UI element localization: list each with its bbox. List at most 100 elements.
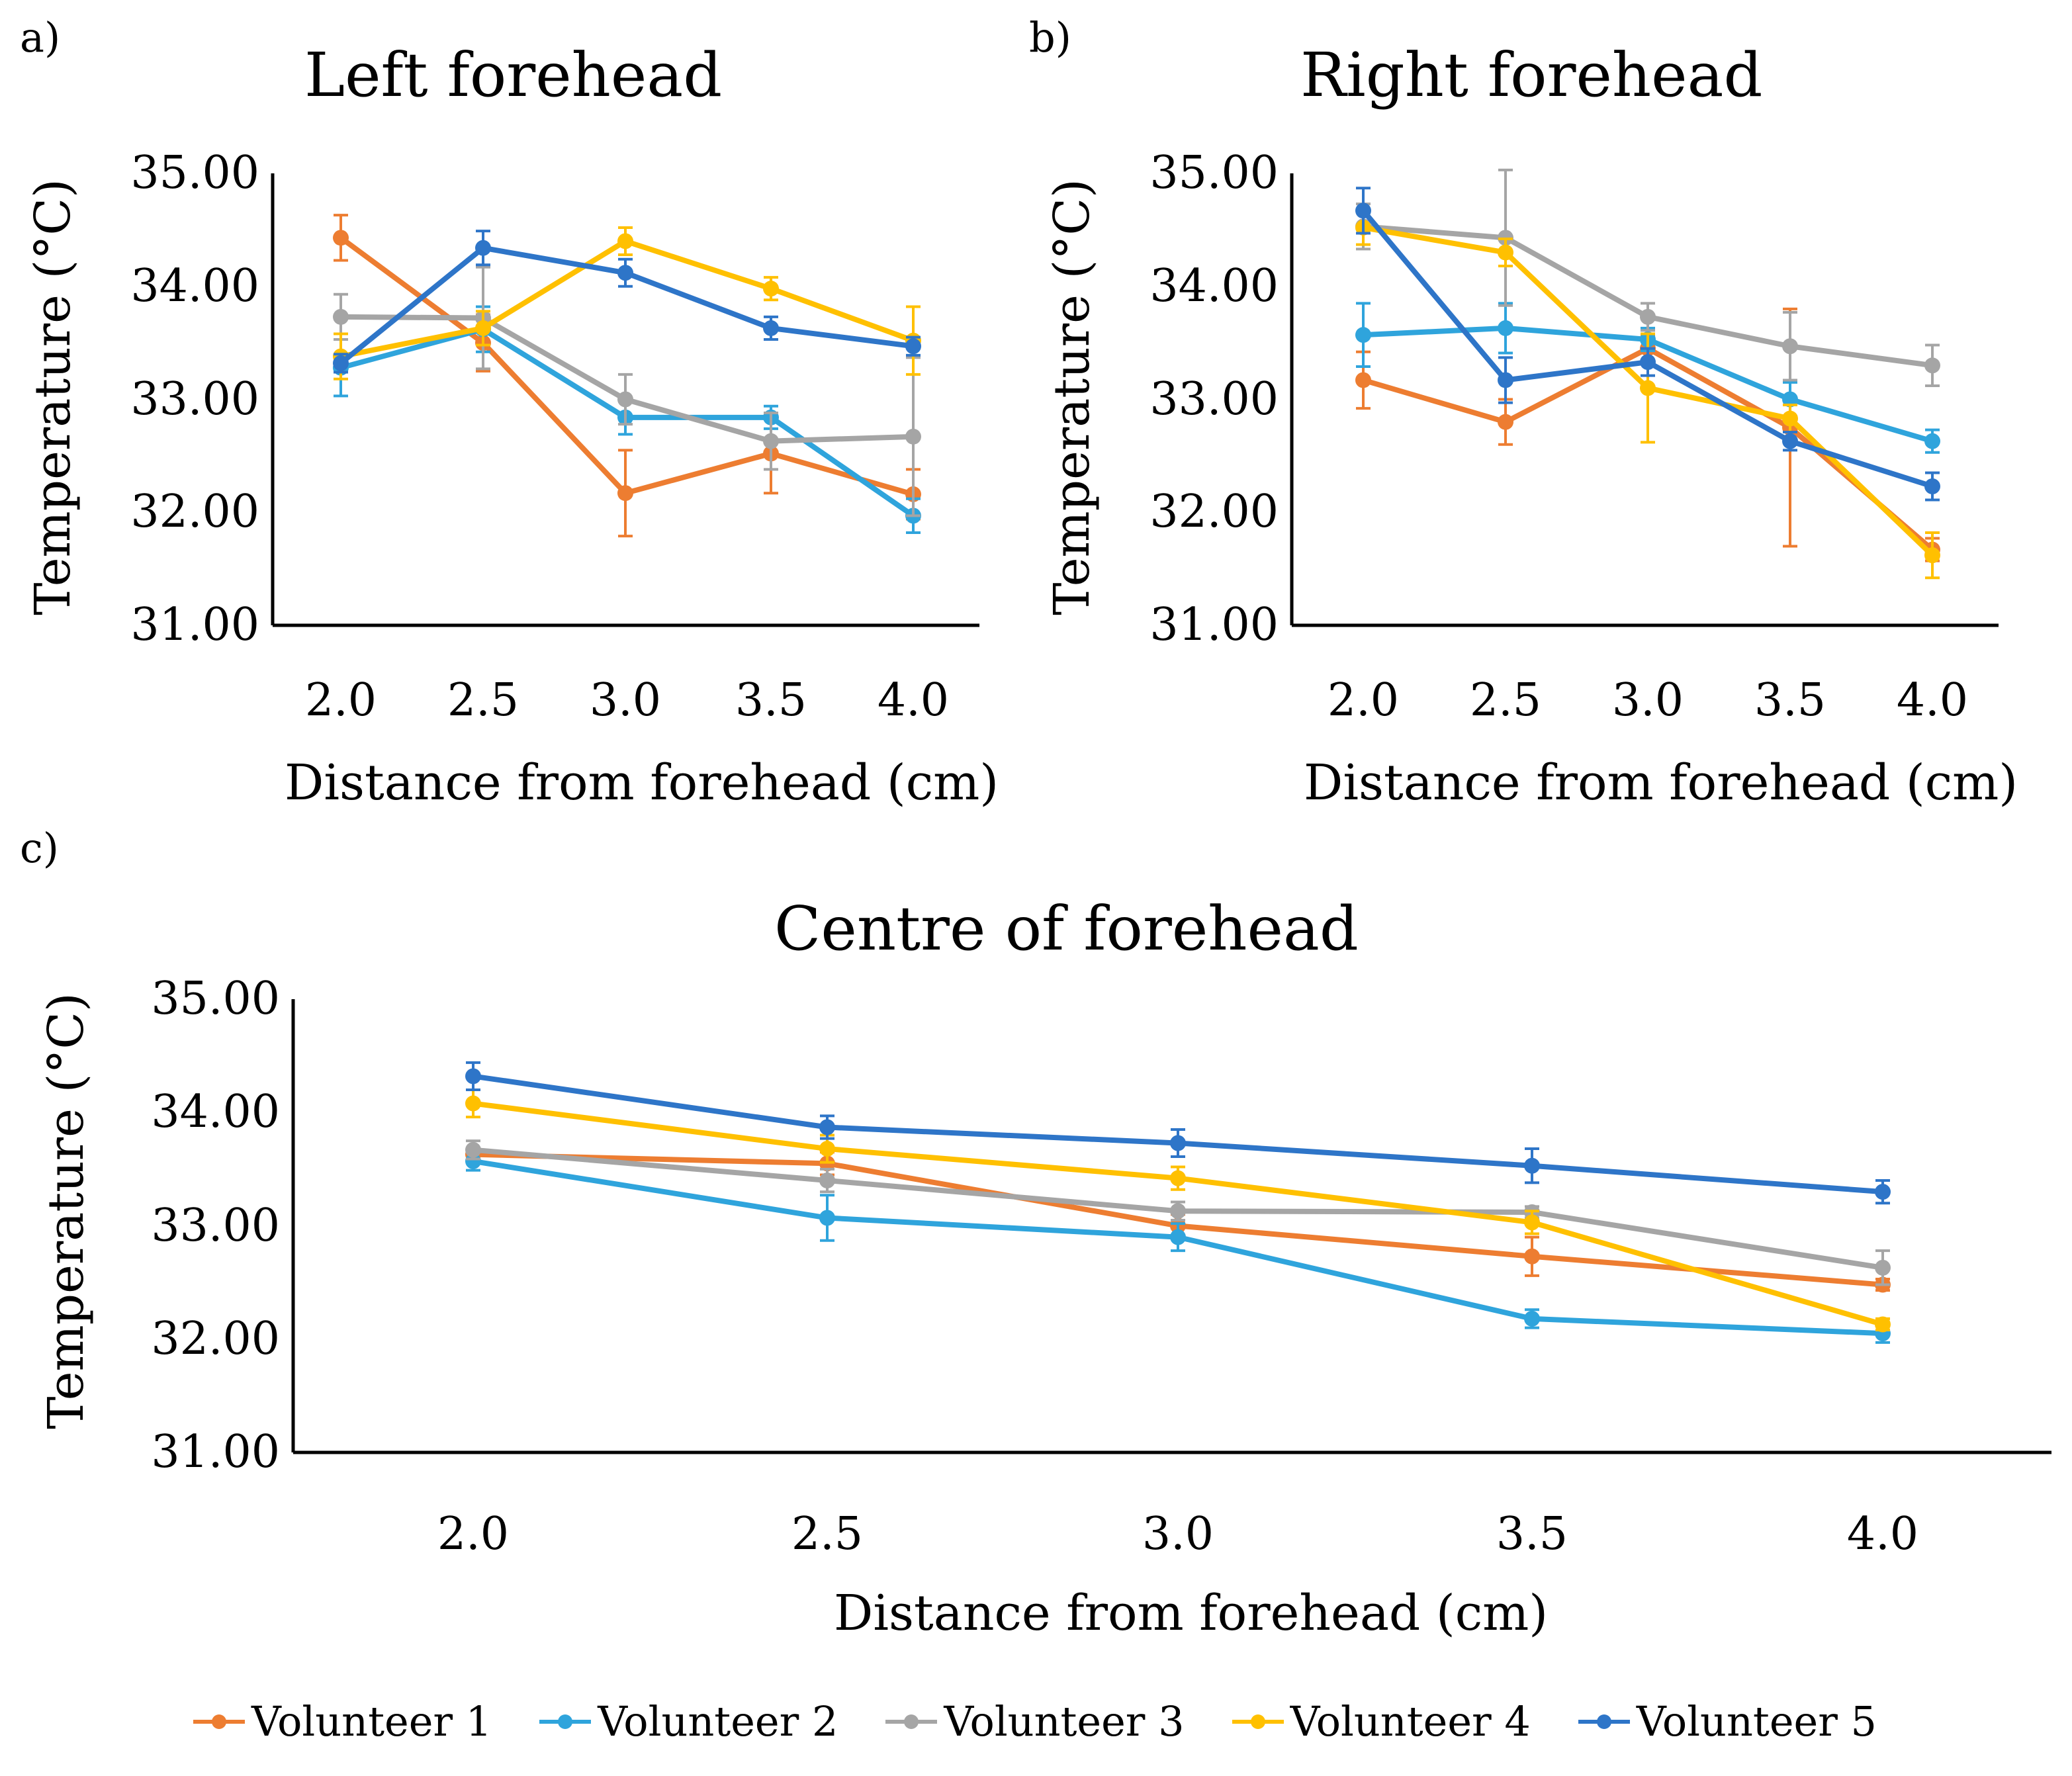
data-point-volunteer-1 <box>1524 1248 1540 1265</box>
legend-item-volunteer-2[interactable]: Volunteer 2 <box>538 1697 838 1746</box>
x-tick-label: 3.5 <box>1496 1508 1568 1560</box>
data-point-volunteer-4 <box>763 281 779 297</box>
legend-swatch-volunteer-3 <box>885 1714 938 1729</box>
legend-item-volunteer-1[interactable]: Volunteer 1 <box>192 1697 492 1746</box>
x-tick-label: 4.0 <box>877 674 950 727</box>
data-point-volunteer-2 <box>465 1153 481 1169</box>
y-tick-label: 35.00 <box>130 147 259 199</box>
y-tick-label: 31.00 <box>1149 599 1279 651</box>
y-tick-label: 33.00 <box>130 373 259 425</box>
data-point-volunteer-1 <box>1498 414 1513 430</box>
data-point-volunteer-5 <box>1355 202 1371 219</box>
legend-swatch-volunteer-5 <box>1578 1714 1630 1729</box>
data-point-volunteer-5 <box>617 265 633 281</box>
y-tick-label: 32.00 <box>1149 486 1279 539</box>
data-point-volunteer-3 <box>905 428 921 445</box>
x-tick-label: 3.0 <box>1142 1508 1214 1560</box>
data-point-volunteer-3 <box>1924 357 1940 374</box>
data-point-volunteer-3 <box>333 308 349 325</box>
data-point-volunteer-4 <box>1640 380 1656 396</box>
x-tick-label: 3.5 <box>1754 674 1826 727</box>
x-tick-label: 3.0 <box>1611 674 1684 727</box>
legend-swatch-volunteer-4 <box>1232 1714 1284 1729</box>
x-tick-label: 2.0 <box>304 674 377 727</box>
legend-label-volunteer-5: Volunteer 5 <box>1636 1697 1877 1746</box>
data-point-volunteer-2 <box>1924 433 1940 449</box>
data-point-volunteer-5 <box>1924 478 1940 494</box>
legend-swatch-volunteer-1 <box>193 1714 245 1729</box>
legend-item-volunteer-5[interactable]: Volunteer 5 <box>1577 1697 1877 1746</box>
data-point-volunteer-5 <box>819 1119 835 1135</box>
data-point-volunteer-5 <box>905 338 921 355</box>
data-point-volunteer-3 <box>819 1173 835 1188</box>
y-tick-label: 35.00 <box>1149 147 1279 199</box>
data-point-volunteer-1 <box>333 230 349 246</box>
data-point-volunteer-4 <box>819 1141 835 1157</box>
y-tick-label: 34.00 <box>151 1086 280 1139</box>
data-point-volunteer-5 <box>465 1068 481 1085</box>
data-point-volunteer-2 <box>1524 1310 1540 1327</box>
legend-swatch-volunteer-2 <box>539 1714 592 1729</box>
x-tick-label: 3.0 <box>589 674 662 727</box>
y-tick-label: 35.00 <box>151 973 280 1025</box>
data-point-volunteer-4 <box>1170 1170 1186 1186</box>
panel-letter-b: b) <box>1029 13 1071 62</box>
x-tick-label: 2.5 <box>447 674 519 727</box>
data-point-volunteer-4 <box>617 233 633 249</box>
chart-title-right: Right forehead <box>1300 40 1763 111</box>
data-point-volunteer-2 <box>1498 320 1513 336</box>
data-point-volunteer-5 <box>475 240 491 256</box>
data-point-volunteer-2 <box>819 1210 835 1226</box>
x-tick-label: 2.5 <box>791 1508 864 1560</box>
data-point-volunteer-3 <box>1875 1259 1891 1276</box>
legend-item-volunteer-3[interactable]: Volunteer 3 <box>884 1697 1185 1746</box>
data-point-volunteer-3 <box>763 433 779 449</box>
data-point-volunteer-5 <box>1498 372 1513 388</box>
y-tick-label: 32.00 <box>130 486 259 539</box>
x-tick-label: 3.5 <box>735 674 807 727</box>
data-point-volunteer-4 <box>475 320 491 336</box>
data-point-volunteer-3 <box>617 391 633 408</box>
data-point-volunteer-1 <box>1355 372 1371 388</box>
data-point-volunteer-2 <box>1170 1229 1186 1245</box>
panel-letter-c: c) <box>20 824 59 872</box>
x-tick-label: 2.5 <box>1469 674 1542 727</box>
data-point-volunteer-3 <box>1782 338 1798 355</box>
data-point-volunteer-4 <box>1524 1214 1540 1231</box>
data-point-volunteer-4 <box>1498 244 1513 261</box>
x-tick-label: 2.0 <box>437 1508 510 1560</box>
legend-label-volunteer-2: Volunteer 2 <box>598 1697 838 1746</box>
legend-item-volunteer-4[interactable]: Volunteer 4 <box>1231 1697 1531 1746</box>
y-tick-label: 33.00 <box>151 1199 280 1252</box>
data-point-volunteer-5 <box>1640 354 1656 371</box>
chart-title-centre: Centre of forehead <box>774 893 1359 964</box>
panel-letter-a: a) <box>20 13 61 62</box>
data-point-volunteer-2 <box>1355 327 1371 343</box>
data-point-volunteer-4 <box>1782 410 1798 427</box>
data-point-volunteer-4 <box>465 1095 481 1112</box>
chart-title-left: Left forehead <box>304 40 723 111</box>
y-tick-label: 31.00 <box>130 599 259 651</box>
data-point-volunteer-5 <box>1782 433 1798 449</box>
data-point-volunteer-2 <box>1782 391 1798 408</box>
x-tick-label: 2.0 <box>1327 674 1400 727</box>
data-point-volunteer-3 <box>1170 1203 1186 1220</box>
y-tick-label: 33.00 <box>1149 373 1279 425</box>
x-axis-title-right: Distance from forehead (cm) <box>1304 754 2018 811</box>
y-tick-label: 34.00 <box>130 259 259 312</box>
data-point-volunteer-5 <box>763 320 779 336</box>
data-point-volunteer-5 <box>333 355 349 371</box>
data-point-volunteer-1 <box>617 485 633 502</box>
legend-label-volunteer-3: Volunteer 3 <box>944 1697 1185 1746</box>
data-point-volunteer-5 <box>1875 1184 1891 1200</box>
y-tick-label: 31.00 <box>151 1426 280 1478</box>
x-axis-title-left: Distance from forehead (cm) <box>285 754 999 811</box>
data-point-volunteer-4 <box>1924 547 1940 564</box>
data-point-volunteer-4 <box>1875 1316 1891 1333</box>
x-tick-label: 4.0 <box>1896 674 1969 727</box>
data-point-volunteer-3 <box>1640 308 1656 325</box>
legend-label-volunteer-4: Volunteer 4 <box>1290 1697 1531 1746</box>
y-tick-label: 34.00 <box>1149 259 1279 312</box>
y-tick-label: 32.00 <box>151 1312 280 1365</box>
